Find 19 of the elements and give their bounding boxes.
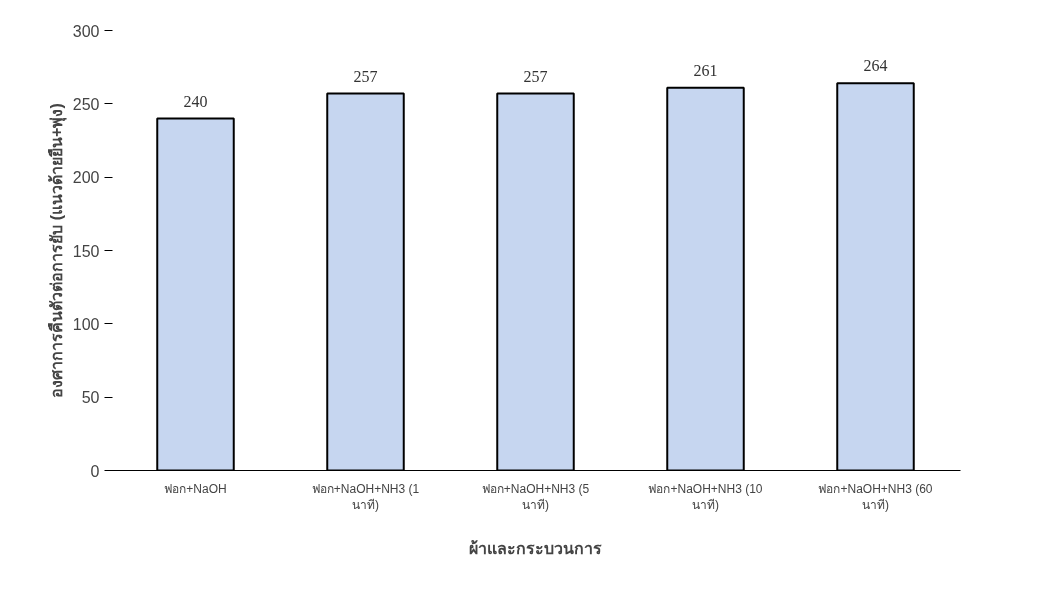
data-label: 257 — [523, 67, 548, 85]
y-tick-label: 300 — [72, 22, 100, 40]
x-axis-title: ผ้าและกระบวนการ — [469, 540, 602, 558]
y-tick-label: 50 — [81, 389, 100, 407]
y-tick-label: 250 — [72, 95, 100, 113]
x-tick-label: ฟอก+NaOH+NH3 (1 นาที) — [311, 481, 420, 513]
data-label: 257 — [353, 67, 378, 85]
x-tick-label: ฟอก+NaOH+NH3 (10 นาที) — [648, 481, 763, 513]
x-tick-label: ฟอก+NaOH — [164, 481, 227, 496]
y-tick-label: 200 — [72, 169, 100, 187]
data-label: 261 — [693, 61, 718, 79]
y-axis-title: องศาการคืนตัวต่อการยับ (แนวด้ายยืน+พุ่ง) — [47, 103, 67, 398]
x-tick-label: ฟอก+NaOH+NH3 (60 นาที) — [818, 481, 933, 513]
data-label: 240 — [183, 92, 208, 110]
x-tick-label: ฟอก+NaOH+NH3 (5 นาที) — [481, 481, 590, 513]
y-tick-label: 100 — [72, 315, 100, 333]
data-label: 264 — [863, 57, 888, 75]
y-tick-label: 0 — [90, 462, 100, 480]
y-tick-label: 150 — [72, 242, 100, 260]
